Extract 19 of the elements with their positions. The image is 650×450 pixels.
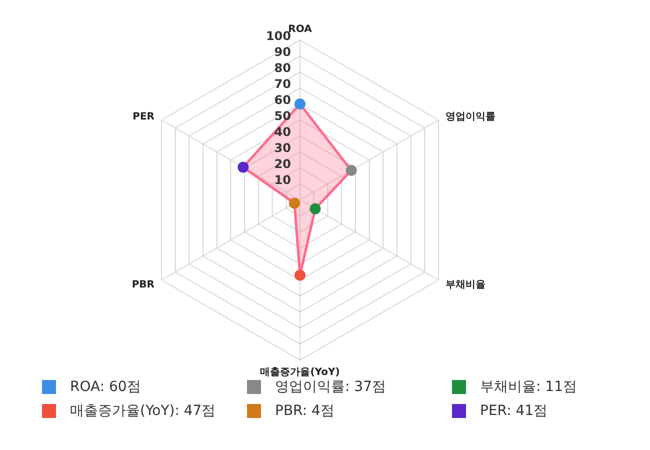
text: ROA: 60점 [70,379,141,395]
text: 부채비율: 11점 [480,379,577,395]
y-tick-label: 20 [274,157,291,171]
y-tick-label: 80 [274,61,291,75]
y-tick-label: 30 [274,141,291,155]
spoke-label: 영업이익률 [445,112,496,123]
spoke-label: 매출증가율(YoY) [260,367,340,378]
y-tick-label: 60 [274,93,291,107]
y-tick-label: 90 [274,45,291,59]
spoke-label: 부채비율 [445,280,486,291]
y-tick-label: 70 [274,77,291,91]
text: PER: 41점 [480,403,548,419]
y-tick-label: 10 [274,173,291,187]
spoke-label: PER [132,112,155,123]
text: 매출증가율(YoY): 47점 [70,403,216,419]
text: PBR: 4점 [275,403,334,419]
y-tick-label: 40 [274,125,291,139]
spoke-label: PBR [132,280,155,291]
text: 영업이익률: 37점 [275,379,386,395]
